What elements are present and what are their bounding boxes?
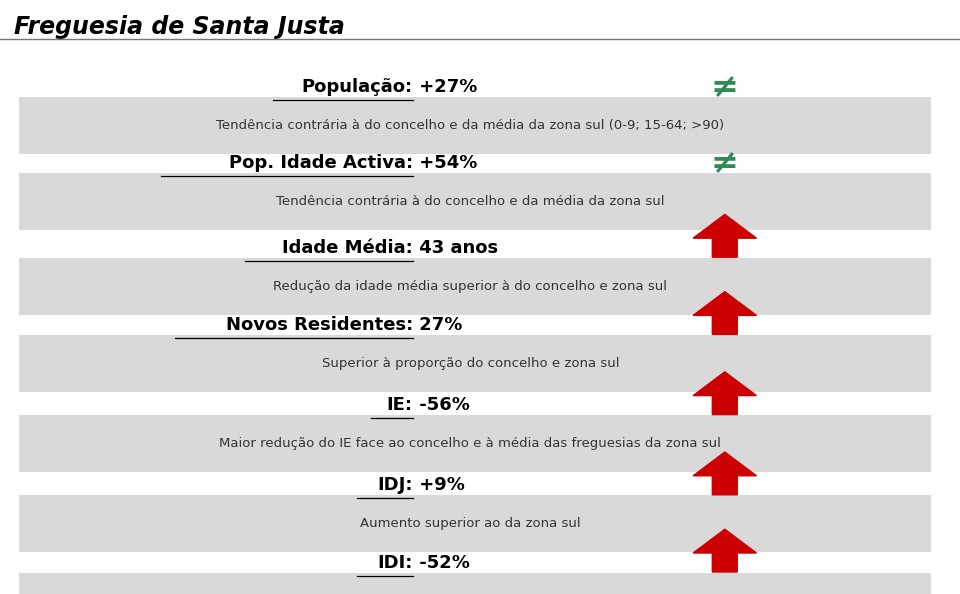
Text: +27%: +27% [413, 78, 477, 96]
Text: -56%: -56% [413, 396, 469, 414]
Text: Tendência contrária à do concelho e da média da zona sul (0-9; 15-64; >90): Tendência contrária à do concelho e da m… [216, 119, 725, 132]
Text: Tendência contrária à do concelho e da média da zona sul: Tendência contrária à do concelho e da m… [276, 195, 664, 208]
FancyBboxPatch shape [19, 573, 931, 594]
Polygon shape [693, 214, 756, 257]
Text: ≠: ≠ [710, 71, 739, 104]
FancyBboxPatch shape [19, 335, 931, 392]
Text: Idade Média:: Idade Média: [282, 239, 413, 257]
Polygon shape [693, 292, 756, 334]
Text: Superior à proporção do concelho e zona sul: Superior à proporção do concelho e zona … [322, 357, 619, 370]
Polygon shape [693, 529, 756, 572]
Text: IDJ:: IDJ: [377, 476, 413, 494]
FancyBboxPatch shape [19, 495, 931, 552]
Text: IDI:: IDI: [377, 554, 413, 571]
Text: Pop. Idade Activa:: Pop. Idade Activa: [228, 154, 413, 172]
Text: 27%: 27% [413, 316, 462, 334]
Text: ≠: ≠ [710, 147, 739, 180]
Text: 43 anos: 43 anos [413, 239, 498, 257]
FancyBboxPatch shape [19, 173, 931, 230]
Text: IE:: IE: [387, 396, 413, 414]
Polygon shape [693, 452, 756, 495]
Text: Aumento superior ao da zona sul: Aumento superior ao da zona sul [360, 517, 581, 530]
Text: +54%: +54% [413, 154, 477, 172]
Text: Redução da idade média superior à do concelho e zona sul: Redução da idade média superior à do con… [274, 280, 667, 293]
Text: Freguesia de Santa Justa: Freguesia de Santa Justa [14, 15, 346, 39]
FancyBboxPatch shape [19, 415, 931, 472]
FancyBboxPatch shape [19, 258, 931, 315]
FancyBboxPatch shape [19, 97, 931, 154]
Text: -52%: -52% [413, 554, 469, 571]
Text: Maior redução do IE face ao concelho e à média das freguesias da zona sul: Maior redução do IE face ao concelho e à… [220, 437, 721, 450]
Text: +9%: +9% [413, 476, 465, 494]
Polygon shape [693, 372, 756, 415]
Text: População:: População: [301, 78, 413, 96]
Text: Novos Residentes:: Novos Residentes: [226, 316, 413, 334]
